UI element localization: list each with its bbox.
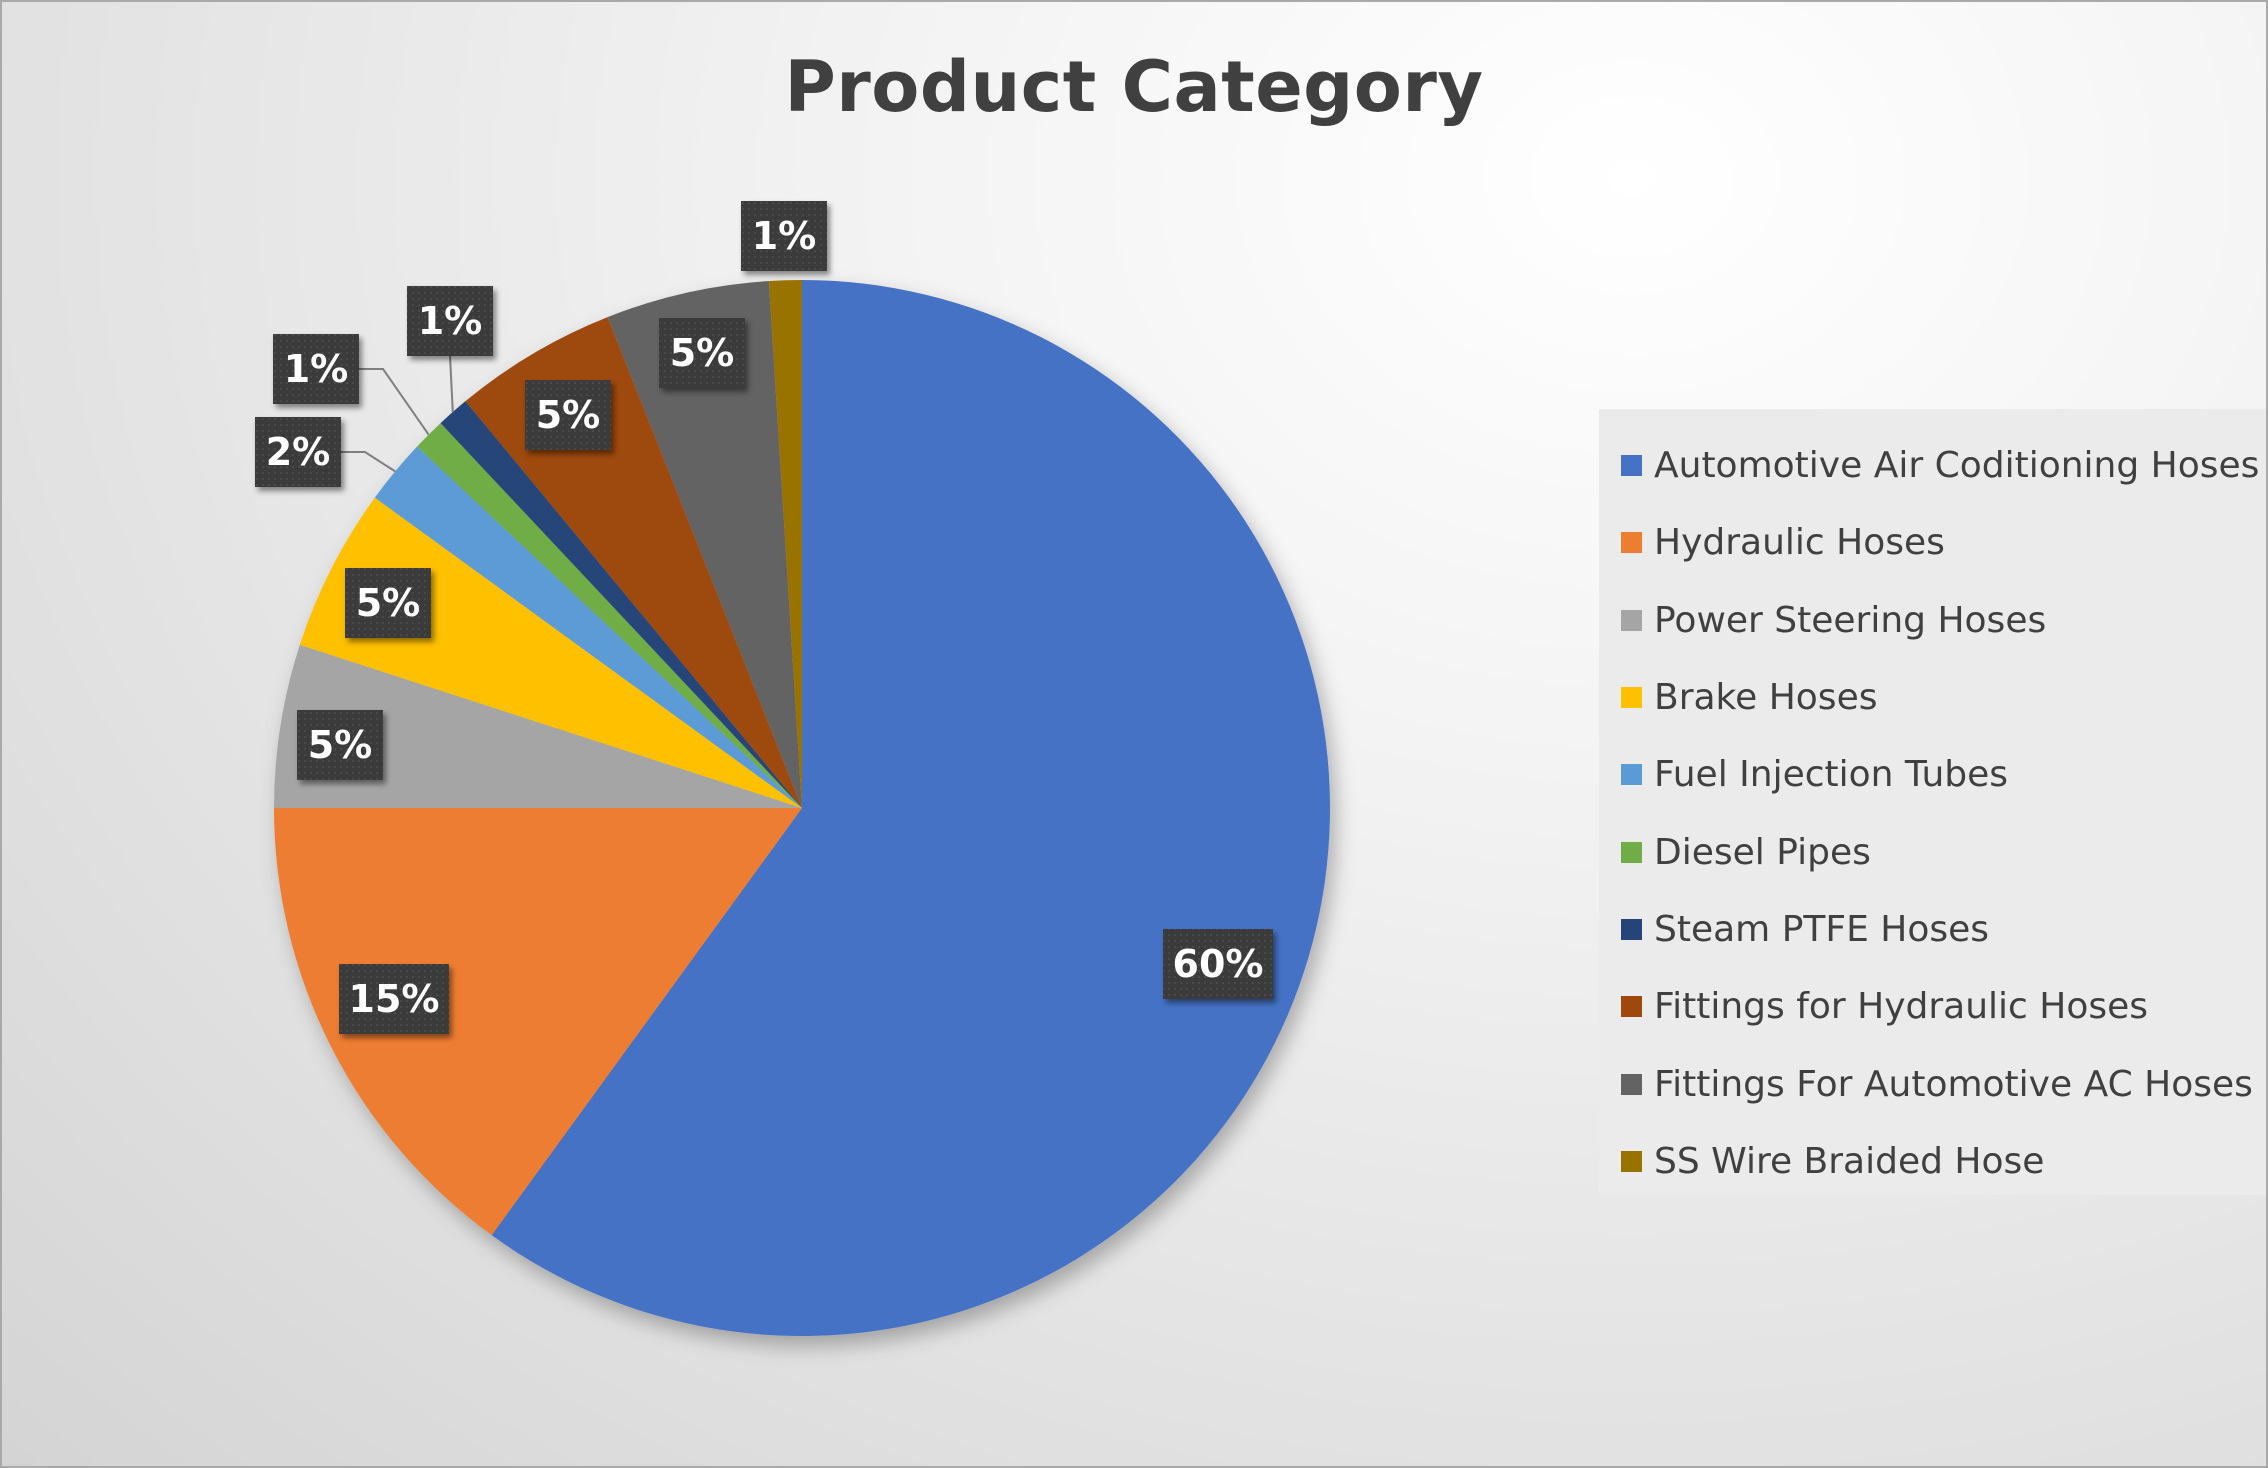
legend-item: SS Wire Braided Hose bbox=[1621, 1123, 2266, 1200]
data-label-box bbox=[1163, 929, 1273, 999]
legend-label: Brake Hoses bbox=[1654, 677, 1878, 719]
legend-label: Fittings For Automotive AC Hoses bbox=[1654, 1063, 2253, 1105]
legend-swatch bbox=[1621, 455, 1642, 477]
legend-label: Fittings for Hydraulic Hoses bbox=[1654, 986, 2149, 1028]
legend-item: Automotive Air Coditioning Hoses bbox=[1621, 427, 2266, 504]
data-label-box bbox=[255, 417, 341, 487]
legend-item: Power Steering Hoses bbox=[1621, 582, 2266, 659]
pie-slice-1 bbox=[491, 280, 1331, 1337]
pie-slice-9 bbox=[607, 281, 802, 808]
legend-item: Fuel Injection Tubes bbox=[1621, 736, 2266, 813]
chart-title: Product Category bbox=[784, 46, 1484, 128]
legend-label: Fuel Injection Tubes bbox=[1654, 754, 2009, 796]
data-label-box bbox=[741, 201, 827, 271]
data-label: 1% bbox=[418, 299, 483, 343]
legend-label: Automotive Air Coditioning Hoses bbox=[1654, 445, 2260, 487]
data-label-box bbox=[407, 286, 493, 356]
legend-label: Hydraulic Hoses bbox=[1654, 522, 1945, 564]
legend-label: SS Wire Braided Hose bbox=[1654, 1140, 2045, 1182]
pie-slice-6 bbox=[417, 423, 802, 808]
data-label-box bbox=[345, 568, 431, 638]
legend-swatch bbox=[1621, 996, 1642, 1018]
legend-label: Steam PTFE Hoses bbox=[1654, 908, 1990, 950]
legend-label: Power Steering Hoses bbox=[1654, 599, 2047, 641]
legend: Automotive Air Coditioning Hoses Hydrauli… bbox=[1599, 409, 2266, 1195]
legend-item: Fittings for Hydraulic Hoses bbox=[1621, 968, 2266, 1045]
data-label: 60% bbox=[1173, 942, 1264, 986]
data-label: 5% bbox=[308, 723, 373, 767]
legend-item: Hydraulic Hoses bbox=[1621, 504, 2266, 581]
legend-swatch bbox=[1621, 918, 1642, 940]
data-label: 5% bbox=[670, 331, 735, 375]
data-label: 2% bbox=[266, 430, 331, 474]
data-label-box bbox=[339, 964, 449, 1034]
data-label-box bbox=[297, 710, 383, 780]
data-label-box bbox=[659, 318, 745, 388]
data-label: 5% bbox=[536, 393, 601, 437]
data-label-box bbox=[525, 380, 611, 450]
legend-label: Diesel Pipes bbox=[1654, 831, 1871, 873]
data-label: 1% bbox=[752, 214, 817, 258]
data-label: 1% bbox=[284, 347, 349, 391]
data-label: 5% bbox=[356, 581, 421, 625]
pie-slice-10 bbox=[768, 280, 802, 808]
leader-line bbox=[449, 355, 454, 412]
legend-swatch bbox=[1621, 764, 1642, 786]
legend-item: Diesel Pipes bbox=[1621, 813, 2266, 890]
legend-swatch bbox=[1621, 532, 1642, 554]
legend-swatch bbox=[1621, 1073, 1642, 1095]
legend-item: Steam PTFE Hoses bbox=[1621, 891, 2266, 968]
legend-item: Brake Hoses bbox=[1621, 659, 2266, 736]
leader-line bbox=[341, 451, 396, 473]
data-label-box bbox=[273, 334, 359, 404]
legend-swatch bbox=[1621, 1150, 1642, 1172]
pie-slice-7 bbox=[440, 401, 802, 808]
pie-slice-5 bbox=[374, 446, 802, 808]
legend-swatch bbox=[1621, 687, 1642, 709]
pie-slice-2 bbox=[274, 808, 802, 1236]
leader-line bbox=[359, 368, 430, 436]
legend-swatch bbox=[1621, 841, 1642, 863]
legend-swatch bbox=[1621, 609, 1642, 631]
legend-item: Fittings For Automotive AC Hoses bbox=[1621, 1045, 2266, 1122]
data-label: 15% bbox=[349, 977, 440, 1021]
pie-slice-3 bbox=[274, 644, 802, 808]
